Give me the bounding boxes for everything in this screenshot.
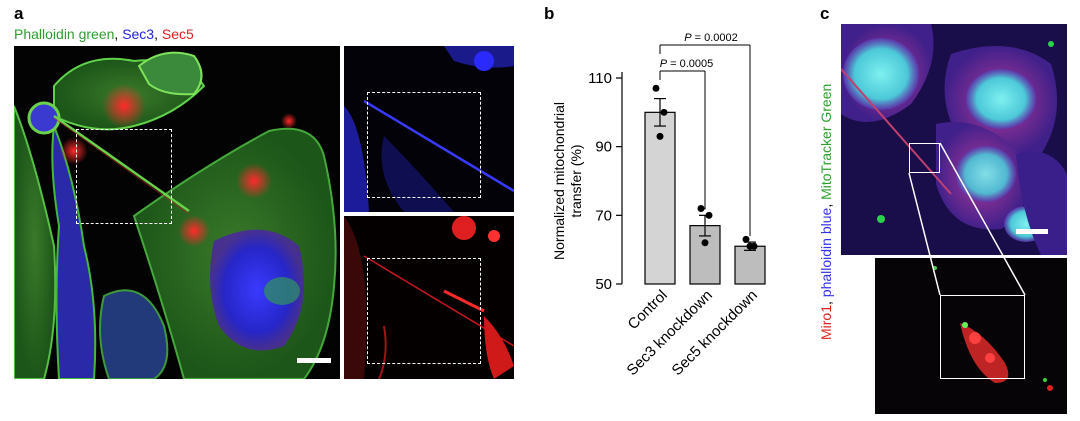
micrograph-a-merged bbox=[14, 46, 340, 379]
micrograph-c-merged bbox=[841, 24, 1067, 255]
y-tick-label: 70 bbox=[595, 207, 612, 224]
sig-p-value: = 0.0005 bbox=[667, 58, 713, 70]
sec3-channel-image bbox=[344, 46, 514, 212]
phalloidin-blue-label: phalloidin blue bbox=[818, 207, 834, 298]
miro1-label: Miro1 bbox=[818, 304, 834, 340]
data-point bbox=[697, 204, 705, 212]
sig-label: P = 0.0005 bbox=[660, 58, 714, 70]
zoom-inset-box-c bbox=[940, 295, 1025, 379]
panel-b-label: b bbox=[544, 4, 555, 23]
sig-p-value: = 0.0002 bbox=[692, 32, 738, 44]
sig-p-symbol: P bbox=[684, 32, 692, 44]
micrograph-c-zoom-image bbox=[875, 258, 1067, 414]
data-point bbox=[701, 239, 709, 247]
data-point bbox=[746, 242, 754, 250]
panel-a-title: Phalloidin green, Sec3, Sec5 bbox=[14, 26, 194, 42]
micrograph-a-sec3-channel bbox=[344, 46, 514, 212]
zoom-box-c bbox=[909, 143, 940, 173]
sec5-channel-image bbox=[344, 216, 514, 379]
mitotracker-green-label: MitoTracker Green bbox=[818, 83, 834, 200]
category-label: Sec5 knockdown bbox=[669, 287, 761, 379]
y-axis-label: Normalized mitochondrial bbox=[551, 102, 567, 260]
y-axis-label: transfer (%) bbox=[568, 144, 584, 217]
sig-p-symbol: P bbox=[660, 58, 668, 70]
micrograph-c-zoom bbox=[875, 258, 1067, 414]
data-point bbox=[652, 84, 660, 92]
scale-bar-a bbox=[297, 358, 331, 363]
data-point bbox=[705, 211, 713, 219]
data-point bbox=[656, 132, 664, 140]
panel-a-label: a bbox=[14, 4, 24, 23]
y-tick-label: 90 bbox=[595, 139, 612, 156]
title-red-stain: Sec5 bbox=[161, 26, 194, 42]
title-green-stain: Phalloidin green bbox=[14, 26, 115, 42]
panel-c-vertical-label: Miro1, phalloidin blue, MitoTracker Gree… bbox=[818, 83, 834, 340]
bar-chart: 50 70 90 110 Normalized mitochondrial transfe… bbox=[551, 32, 766, 379]
dashed-inset-box-a bbox=[76, 129, 172, 224]
title-blue-stain: Sec3 bbox=[122, 26, 155, 42]
dashed-inset-box-blue bbox=[367, 92, 481, 198]
data-point bbox=[660, 108, 668, 116]
sig-label: P = 0.0002 bbox=[684, 32, 738, 44]
micrograph-c-image bbox=[841, 24, 1067, 255]
y-tick-label: 110 bbox=[588, 70, 612, 87]
scale-bar-c bbox=[1016, 229, 1048, 234]
y-tick-label: 50 bbox=[595, 276, 612, 293]
data-point bbox=[742, 235, 750, 243]
micrograph-a-image bbox=[14, 46, 340, 379]
panel-c-label: c bbox=[820, 4, 830, 23]
bar-3 bbox=[734, 245, 766, 285]
dashed-inset-box-red bbox=[367, 258, 481, 364]
micrograph-a-sec5-channel bbox=[344, 216, 514, 379]
